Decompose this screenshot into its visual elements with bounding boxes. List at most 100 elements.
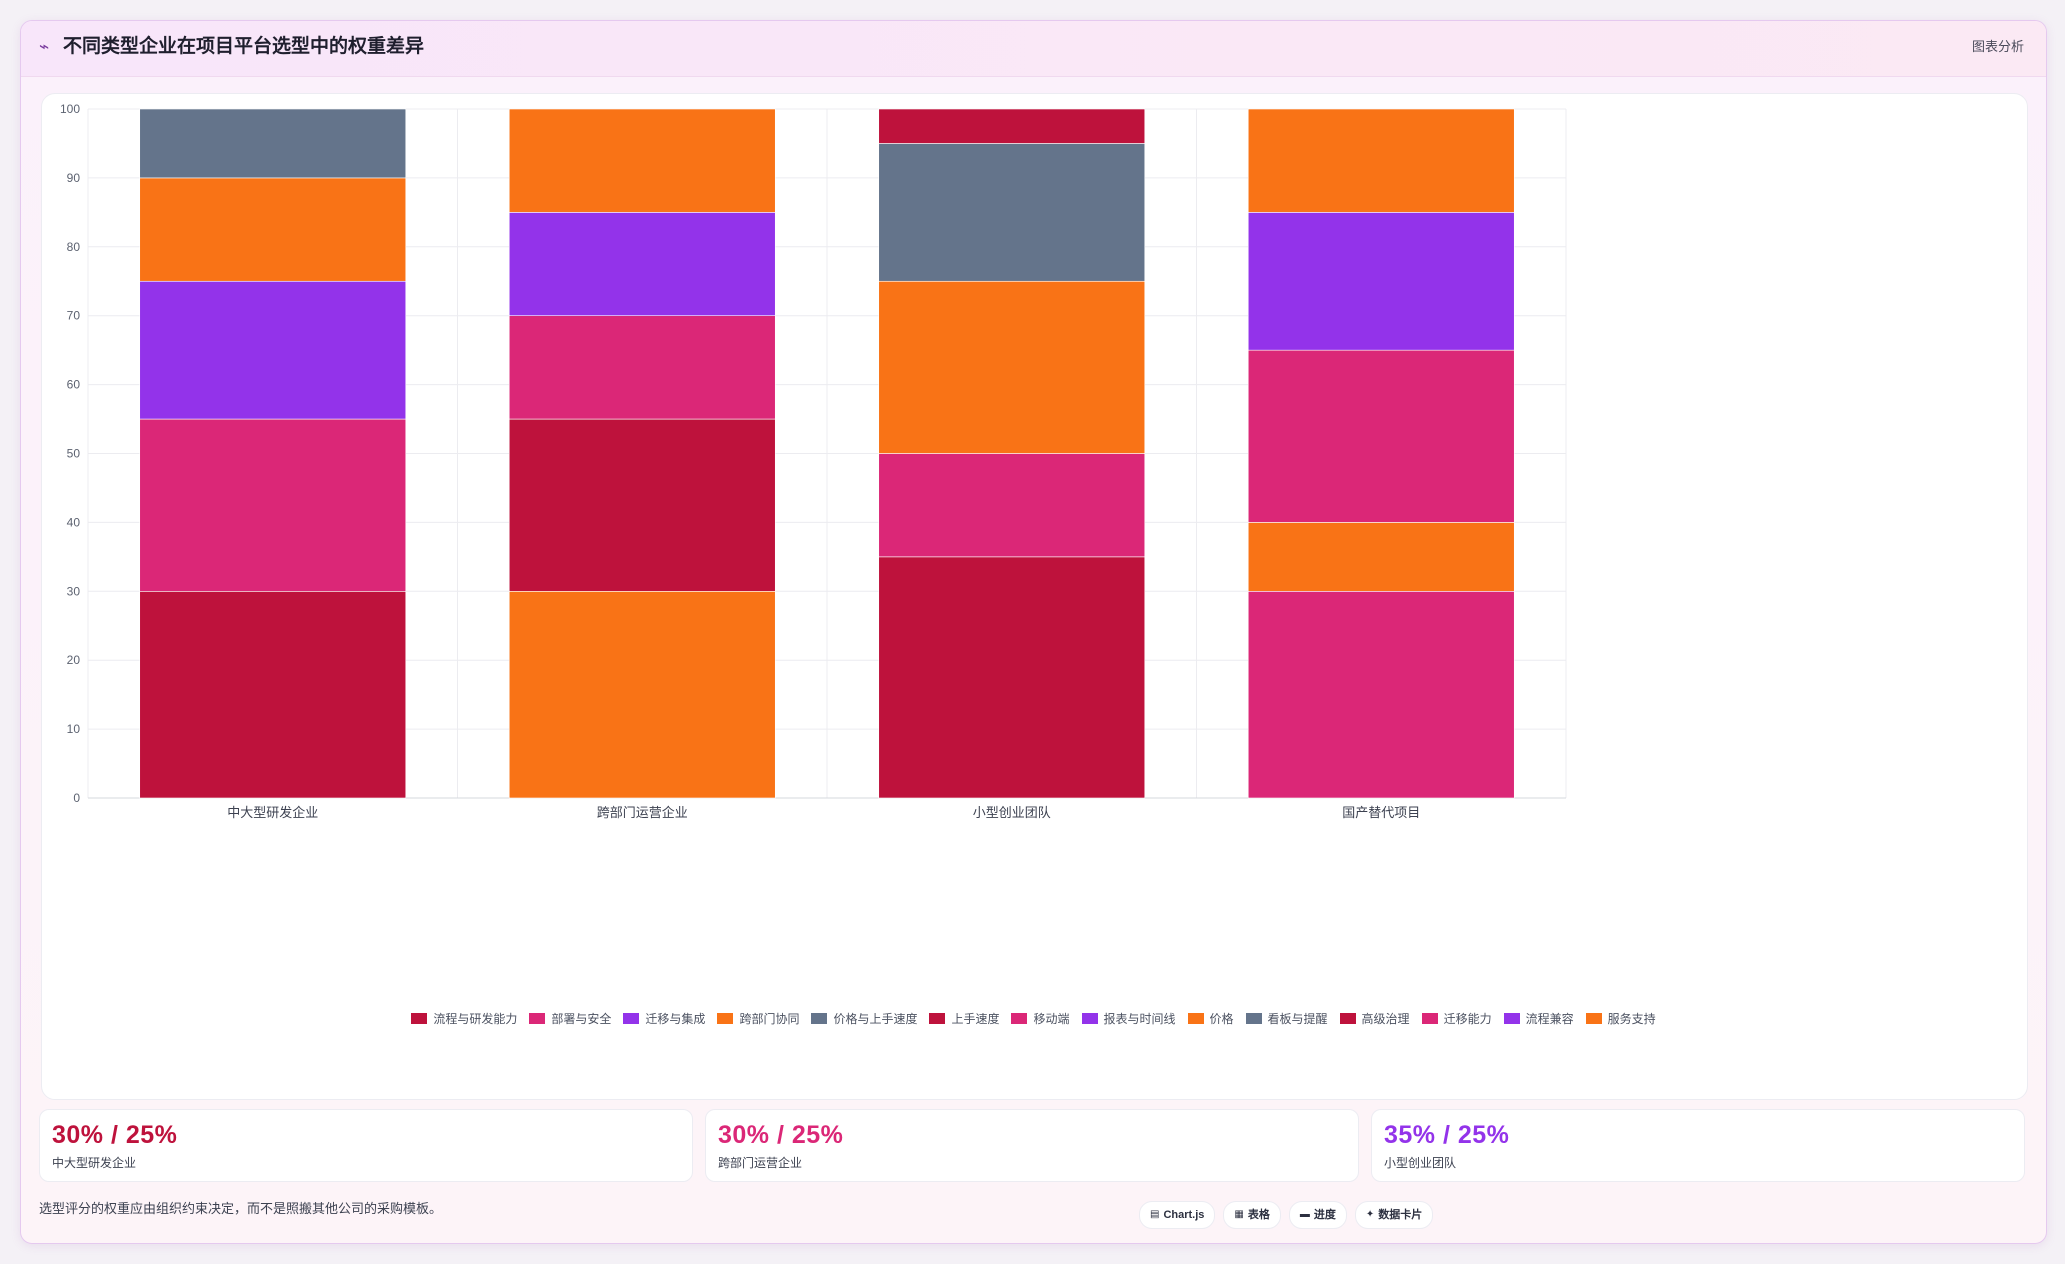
legend-swatch: [811, 1012, 828, 1024]
pill-chartjs[interactable]: ▤ Chart.js: [1139, 1201, 1216, 1229]
bar-segment: [508, 418, 776, 592]
y-tick-label: 60: [67, 378, 81, 392]
bar-segment: [508, 108, 776, 213]
y-tick-label: 30: [67, 584, 81, 598]
legend-label: 流程与研发能力: [433, 1011, 518, 1026]
pill-table[interactable]: ▦ 表格: [1223, 1201, 1281, 1229]
legend-label: 看板与提醒: [1267, 1011, 1328, 1026]
pill-progress[interactable]: ▬ 进度: [1288, 1201, 1347, 1229]
legend-swatch: [529, 1012, 546, 1024]
chart-legend: 流程与研发能力 部署与安全 迁移与集成 跨部门协同 价格与上手速度 上手速度 移动端 报表与时…: [21, 1006, 2046, 1030]
legend-swatch: [411, 1012, 428, 1024]
legend-item[interactable]: 上手速度: [929, 1010, 999, 1027]
stat-card-1: 30% / 25% 中大型研发企业: [39, 1109, 693, 1182]
pill-label: 数据卡片: [1378, 1209, 1423, 1221]
legend-swatch: [1187, 1012, 1204, 1024]
legend-item[interactable]: 服务支持: [1585, 1010, 1656, 1027]
pill-label: Chart.js: [1163, 1209, 1205, 1221]
y-tick-label: 40: [67, 515, 81, 529]
y-tick-label: 70: [67, 309, 81, 323]
legend-label: 价格: [1209, 1011, 1234, 1026]
y-tick-label: 10: [67, 722, 81, 736]
x-tick-label: 小型创业团队: [973, 805, 1051, 820]
stat-label: 跨部门运营企业: [718, 1156, 803, 1170]
chart-panel: ⌁ 不同类型企业在项目平台选型中的权重差异 图表分析 0 10 20 30 40 50 60…: [20, 20, 2047, 1244]
bar-segment: [878, 453, 1146, 558]
legend-label: 跨部门协同: [739, 1011, 800, 1026]
legend-swatch: [717, 1012, 734, 1024]
legend-swatch: [1011, 1012, 1028, 1024]
bar-segment: [878, 280, 1146, 454]
stacked-bar-chart: 0 10 20 30 40 50 60 70 80 90 100 中大型研发企业 跨部门运营企业 小型创业…: [60, 102, 1567, 820]
y-tick-label: 0: [73, 791, 80, 805]
legend-swatch: [1081, 1012, 1098, 1024]
legend-item[interactable]: 流程兼容: [1503, 1010, 1574, 1027]
bar-segment: [1247, 108, 1515, 213]
stat-value: 30% / 25%: [52, 1121, 178, 1149]
bar-segment: [139, 590, 407, 799]
legend-swatch: [1339, 1012, 1356, 1024]
legend-item[interactable]: 部署与安全: [529, 1010, 611, 1027]
stat-label: 小型创业团队: [1384, 1156, 1457, 1170]
pill-label: 表格: [1247, 1209, 1270, 1221]
x-tick-label: 中大型研发企业: [227, 805, 318, 820]
bar-segment: [139, 108, 407, 179]
legend-swatch: [1503, 1012, 1520, 1024]
pill-label: 进度: [1313, 1209, 1336, 1221]
legend-item[interactable]: 流程与研发能力: [411, 1010, 517, 1027]
panel-header: ⌁ 不同类型企业在项目平台选型中的权重差异 图表分析: [21, 21, 2046, 77]
y-tick-label: 90: [67, 171, 81, 185]
bar-segment: [878, 108, 1146, 144]
bar-segment: [139, 177, 407, 282]
view-mode-pills: ▤ Chart.js ▦ 表格 ▬ 进度 ✦ 数据卡片: [1139, 1201, 1434, 1229]
table-icon: ▦: [1234, 1209, 1244, 1220]
legend-swatch: [929, 1012, 946, 1024]
bar-segment: [1247, 212, 1515, 351]
legend-label: 高级治理: [1361, 1011, 1410, 1026]
legend-label: 价格与上手速度: [833, 1011, 918, 1026]
y-tick-label: 80: [67, 240, 81, 254]
legend-label: 报表与时间线: [1103, 1011, 1176, 1026]
legend-item[interactable]: 移动端: [1011, 1010, 1070, 1027]
chart-icon: ▤: [1150, 1209, 1160, 1220]
legend-label: 迁移能力: [1443, 1011, 1492, 1026]
bar-segment: [139, 418, 407, 592]
pill-data-card[interactable]: ✦ 数据卡片: [1354, 1201, 1434, 1229]
bar-segment: [139, 280, 407, 420]
legend-item[interactable]: 报表与时间线: [1081, 1010, 1176, 1027]
bar-segment: [1247, 590, 1515, 799]
y-tick-label: 100: [60, 102, 80, 116]
legend-swatch: [1245, 1012, 1262, 1024]
sparkle-icon: ✦: [1365, 1209, 1375, 1220]
stat-card-3: 35% / 25% 小型创业团队: [1371, 1109, 2025, 1182]
bar-segment: [1247, 522, 1515, 592]
legend-label: 流程兼容: [1525, 1011, 1574, 1026]
legend-label: 服务支持: [1607, 1011, 1656, 1026]
chart-analysis-link[interactable]: 图表分析: [1971, 39, 2024, 54]
legend-swatch: [1421, 1012, 1438, 1024]
legend-label: 部署与安全: [551, 1011, 612, 1026]
chart-card: 0 10 20 30 40 50 60 70 80 90 100 中大型研发企业 跨部门运营企业 小型创业…: [41, 93, 2028, 1100]
x-tick-label: 跨部门运营企业: [597, 805, 688, 820]
legend-label: 移动端: [1033, 1011, 1070, 1026]
legend-label: 迁移与集成: [645, 1011, 706, 1026]
legend-item[interactable]: 迁移与集成: [623, 1010, 705, 1027]
legend-item[interactable]: 价格: [1187, 1010, 1234, 1027]
progress-icon: ▬: [1299, 1209, 1310, 1220]
x-tick-label: 国产替代项目: [1342, 805, 1420, 820]
stat-value: 35% / 25%: [1384, 1121, 1510, 1149]
bar-segment: [508, 212, 776, 316]
legend-item[interactable]: 看板与提醒: [1245, 1010, 1328, 1027]
bar-segment: [508, 315, 776, 420]
y-tick-label: 50: [67, 447, 81, 461]
legend-item[interactable]: 价格与上手速度: [811, 1010, 917, 1027]
bar-segment: [878, 556, 1146, 799]
bar-segment: [878, 143, 1146, 282]
bar-segment: [508, 590, 776, 799]
y-tick-label: 20: [67, 653, 81, 667]
legend-item[interactable]: 跨部门协同: [717, 1010, 799, 1027]
chart-title: 不同类型企业在项目平台选型中的权重差异: [63, 36, 425, 57]
legend-item[interactable]: 迁移能力: [1421, 1010, 1492, 1027]
legend-item[interactable]: 高级治理: [1339, 1010, 1410, 1027]
footnote: 选型评分的权重应由组织约束决定，而不是照搬其他公司的采购模板。: [39, 1201, 443, 1216]
